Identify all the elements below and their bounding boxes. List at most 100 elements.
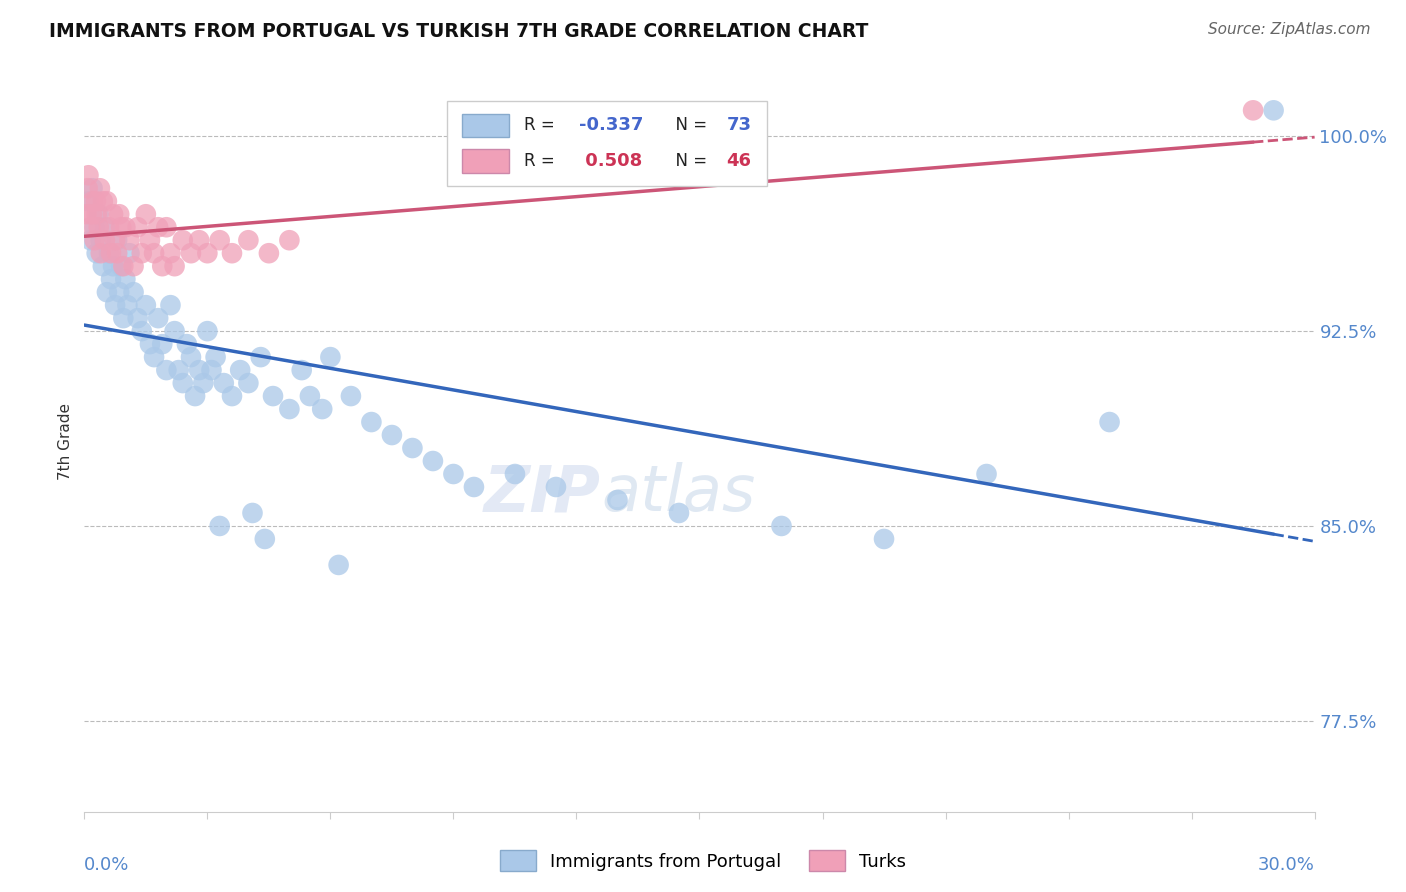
Point [131,324,153,338]
Point [443,467,465,481]
Point [76,181,98,195]
Point [155,363,177,377]
Point [184,389,207,403]
Point [114,220,136,235]
Point [770,519,793,533]
Point [229,363,252,377]
Point [114,272,136,286]
Point [118,246,141,260]
Text: 0.508: 0.508 [579,152,643,170]
Point [188,233,211,247]
Point [544,480,567,494]
Point [155,220,177,235]
Point [328,558,350,572]
Point [180,350,202,364]
Text: N =: N = [665,152,713,170]
Point [503,467,526,481]
Point [98,246,120,260]
Point [208,519,231,533]
Point [90,246,112,260]
Point [150,259,173,273]
Text: 30.0%: 30.0% [1258,856,1315,874]
Point [238,376,260,390]
Text: R =: R = [523,117,560,135]
Point [105,233,128,247]
Point [319,350,342,364]
Text: N =: N = [665,117,713,135]
Point [159,298,181,312]
Point [221,246,243,260]
Point [80,207,103,221]
Point [422,454,444,468]
Point [110,259,132,273]
Text: ZIP: ZIP [484,462,602,524]
Point [75,207,97,221]
Point [176,337,198,351]
Point [311,402,333,417]
Point [139,337,162,351]
Point [108,285,131,300]
Text: 46: 46 [727,152,752,170]
Point [77,168,100,182]
Point [112,259,135,273]
Point [1241,103,1264,118]
Point [79,220,101,235]
Point [127,311,149,326]
Point [131,246,153,260]
Point [148,311,170,326]
Point [87,220,110,235]
Point [172,376,194,390]
Text: atlas: atlas [602,462,755,524]
Point [96,194,118,209]
FancyBboxPatch shape [463,149,509,173]
Point [90,233,112,247]
Point [381,428,404,442]
FancyBboxPatch shape [447,101,768,186]
Point [117,298,139,312]
Point [180,246,202,260]
Point [104,233,127,247]
Point [83,233,105,247]
Point [200,363,222,377]
Point [148,220,170,235]
Text: 0.0%: 0.0% [84,856,129,874]
Point [94,233,117,247]
Point [163,259,186,273]
Point [197,246,219,260]
Point [79,233,101,247]
Point [84,194,107,209]
Point [340,389,363,403]
Point [82,181,104,195]
Point [89,181,111,195]
Point [193,376,215,390]
Point [100,272,122,286]
Point [1098,415,1121,429]
Point [159,246,181,260]
Point [242,506,264,520]
Point [249,350,271,364]
Point [143,246,166,260]
Point [108,207,131,221]
Point [105,246,128,260]
Text: R =: R = [523,152,560,170]
Point [91,194,114,209]
Point [197,324,219,338]
Point [98,220,120,235]
FancyBboxPatch shape [463,113,509,137]
Point [87,207,110,221]
Point [94,220,117,235]
Text: -0.337: -0.337 [579,117,644,135]
Point [101,207,124,221]
Point [118,233,141,247]
Point [188,363,211,377]
Point [606,493,628,508]
Point [139,233,162,247]
Point [163,324,186,338]
Text: IMMIGRANTS FROM PORTUGAL VS TURKISH 7TH GRADE CORRELATION CHART: IMMIGRANTS FROM PORTUGAL VS TURKISH 7TH … [49,22,869,41]
Point [257,246,280,260]
Point [668,506,690,520]
Text: 73: 73 [727,117,752,135]
Point [212,376,235,390]
Point [253,532,276,546]
Point [77,194,100,209]
